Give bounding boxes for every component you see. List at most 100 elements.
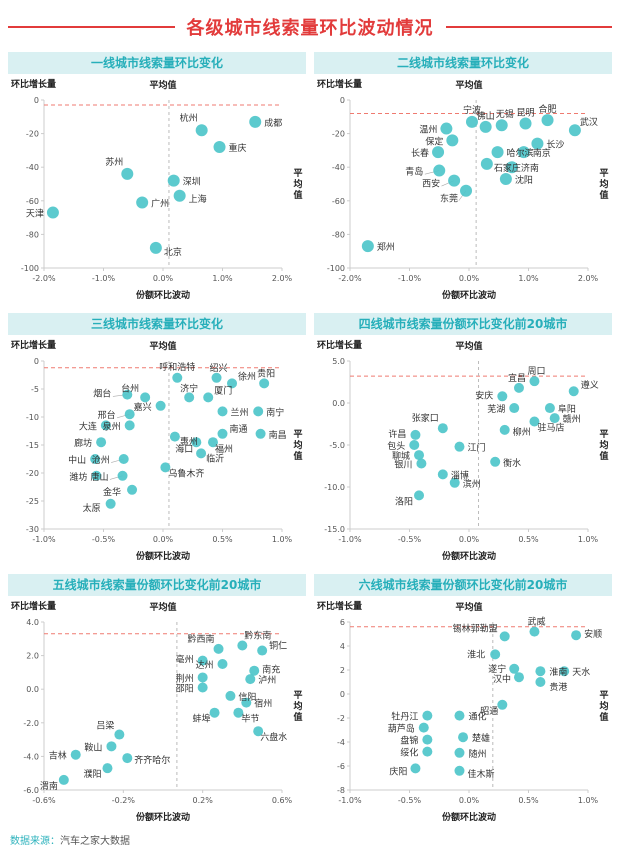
x-tick-label: 2.0% xyxy=(578,274,599,283)
scatter-point xyxy=(422,734,433,745)
scatter-point xyxy=(410,429,421,440)
x-tick-label: -0.5% xyxy=(398,796,422,805)
scatter-point xyxy=(454,765,465,776)
y-tick-label: -15.0 xyxy=(324,525,345,534)
point-label: 宿州 xyxy=(254,698,272,710)
scatter-point xyxy=(509,403,520,414)
point-label: 沈阳 xyxy=(515,174,533,186)
scatter-point xyxy=(497,391,508,402)
scatter-point xyxy=(167,174,180,187)
scatter-point xyxy=(568,124,581,137)
scatter-point xyxy=(211,372,222,383)
scatter-point xyxy=(449,477,460,488)
y-tick-label: -80 xyxy=(332,230,345,239)
point-label: 深圳 xyxy=(183,177,201,188)
scatter-point xyxy=(217,659,228,669)
scatter-plot: 0 -5 -10 -15 -20 -25 -30-1.0% -0.5% 0.0% 0.5% 1.0%… xyxy=(11,339,303,562)
y-tick-label: -30 xyxy=(26,525,39,534)
scatter-point xyxy=(241,697,252,708)
scatter-point xyxy=(499,631,510,642)
scatter-point xyxy=(105,498,116,509)
point-label: 广州 xyxy=(151,197,169,209)
point-label: 徐州 xyxy=(238,370,256,382)
scatter-point xyxy=(361,240,374,253)
scatter-point xyxy=(140,392,151,403)
scatter-point xyxy=(535,677,546,687)
point-label: 长春 xyxy=(411,147,429,159)
y-tick-label: -6 xyxy=(337,762,345,771)
point-label: 张家口 xyxy=(412,412,439,424)
scatter-point xyxy=(173,189,186,202)
point-label: 乌鲁木齐 xyxy=(168,467,204,479)
scatter-point xyxy=(505,161,518,174)
scatter-point xyxy=(568,386,579,397)
scatter-chart-tier3: 0 -5 -10 -15 -20 -25 -30 -1.0% -0.5% 0.0% 0.5% 1.0%… xyxy=(8,335,306,563)
point-label: 安顺 xyxy=(584,628,602,640)
scatter-point xyxy=(197,672,208,683)
y-tick-label: -20 xyxy=(332,130,345,139)
scatter-point xyxy=(70,749,81,760)
y-tick-label: 0 xyxy=(34,96,39,105)
mean-label-right: 平 xyxy=(293,429,302,440)
x-tick-label: 0.2% xyxy=(193,796,214,805)
x-axis-title: 份额环比波动 xyxy=(136,289,190,301)
x-tick-label: 0.0% xyxy=(459,535,480,544)
mean-label-top: 平均值 xyxy=(455,79,482,91)
scatter-point xyxy=(169,431,180,442)
scatter-point xyxy=(100,420,111,431)
y-tick-label: -10 xyxy=(26,413,39,422)
point-label: 泉州 xyxy=(103,420,121,432)
panel-tier1: 一线城市线索量环比变化 0 -20 -40 -60 -80 -100 -2.0% -1.0% 0… xyxy=(8,52,306,302)
point-label: 盘锦 xyxy=(400,735,418,747)
point-label: 阜阳 xyxy=(558,403,576,415)
scatter-point xyxy=(499,172,512,185)
point-label: 随州 xyxy=(468,748,486,760)
mean-label-right: 值 xyxy=(599,189,608,201)
y-tick-label: 6 xyxy=(340,618,345,627)
scatter-point xyxy=(490,456,501,467)
y-tick-label: 0 xyxy=(34,357,39,366)
point-label: 荆州 xyxy=(176,672,194,684)
mean-label-right: 平 xyxy=(599,168,608,179)
y-tick-label: -40 xyxy=(332,163,345,172)
scatter-point xyxy=(213,643,224,654)
x-tick-label: 0.6% xyxy=(272,796,293,805)
footer: 数据来源：汽车之家大数据 xyxy=(8,832,612,847)
y-tick-label: -4.0 xyxy=(23,752,39,761)
y-tick-label: -2.0 xyxy=(23,719,39,728)
point-label: 温州 xyxy=(419,125,437,136)
scatter-point xyxy=(571,630,582,641)
scatter-point xyxy=(102,763,113,774)
point-label: 六盘水 xyxy=(260,731,287,743)
panel-tier5: 五线城市线索量份额环比变化前20城市 4.0 2.0 0.0 -2.0 -4.0 -6.0… xyxy=(8,574,306,824)
scatter-point xyxy=(117,470,128,481)
scatter-plot: 0 -20 -40 -60 -80 -100-2.0% -1.0% 0.0% 1.0% 2.0% 环… xyxy=(11,78,303,301)
scatter-plot: 4.0 2.0 0.0 -2.0 -4.0 -6.0-0.6% -0.2% 0.2% 0.6% 环… xyxy=(11,600,303,823)
point-label: 柳州 xyxy=(513,426,531,438)
scatter-point xyxy=(118,454,129,464)
point-label: 黔西南 xyxy=(188,633,215,645)
charts-grid: 一线城市线索量环比变化 0 -20 -40 -60 -80 -100 -2.0% -1.0% 0… xyxy=(8,52,612,824)
footer-source-label: 数据来源： xyxy=(10,836,60,847)
x-tick-label: 0.0% xyxy=(459,796,480,805)
scatter-point xyxy=(454,441,465,452)
mean-label-right: 均 xyxy=(293,700,302,712)
scatter-point xyxy=(448,174,461,187)
mean-label-right: 平 xyxy=(293,168,302,179)
point-label: 上海 xyxy=(189,193,207,205)
point-label: 庆阳 xyxy=(389,765,407,777)
y-tick-label: -60 xyxy=(26,197,39,206)
point-label: 邢台 xyxy=(98,409,116,421)
point-label: 唐山 xyxy=(91,471,109,483)
mean-label-right: 平 xyxy=(293,690,302,701)
y-tick-label: -4 xyxy=(337,738,345,747)
point-label: 成都 xyxy=(264,117,282,129)
y-axis-title: 环比增长量 xyxy=(11,78,56,90)
point-label: 牡丹江 xyxy=(391,711,418,723)
point-label: 南昌 xyxy=(269,429,287,441)
point-label: 赣州 xyxy=(563,413,581,425)
y-tick-label: -5.0 xyxy=(329,441,345,450)
point-label: 惠州 xyxy=(180,436,198,448)
point-label: 驻马店 xyxy=(537,421,564,433)
y-tick-label: 0.0 xyxy=(26,685,39,694)
